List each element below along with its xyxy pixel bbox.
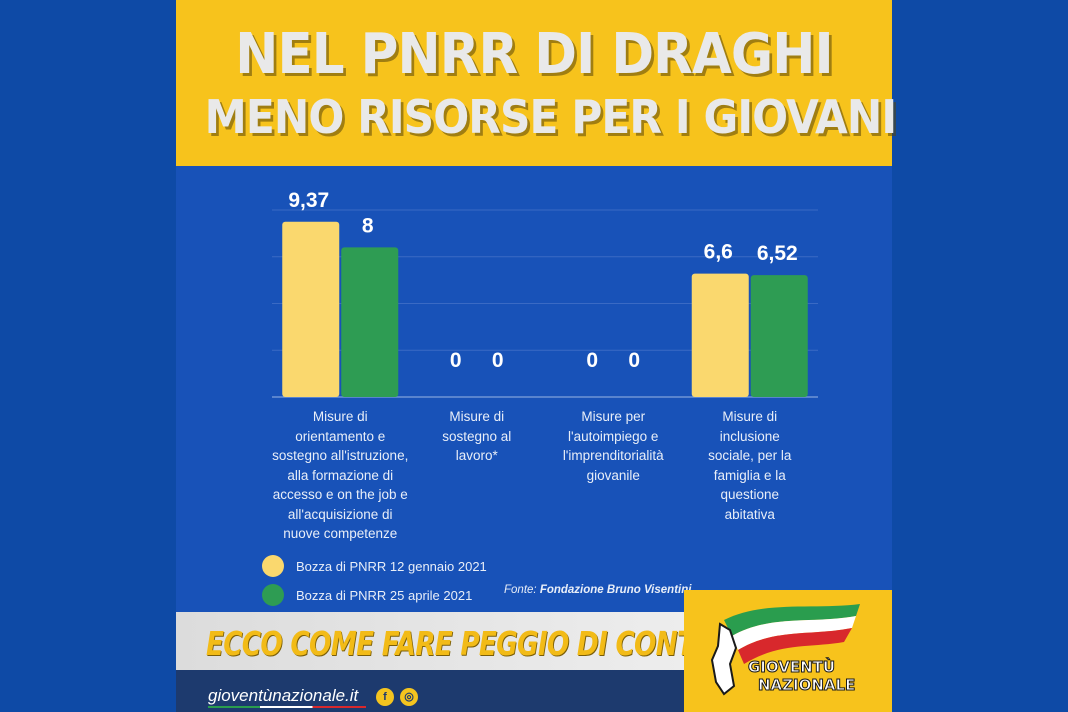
- bar-s0-c0: [282, 221, 340, 397]
- category-label-line: inclusione: [719, 428, 780, 444]
- category-label-line: l'imprenditorialità: [562, 448, 664, 463]
- value-label-s0-c1: 0: [450, 349, 462, 372]
- category-label-line: alla formazione di: [287, 467, 394, 483]
- title-banner: NEL PNRR DI DRAGHI MENO RISORSE PER I GI…: [176, 0, 898, 166]
- logo-emblem: [710, 604, 860, 696]
- category-label-line: l'autoimpiego e: [568, 428, 659, 444]
- category-label-line: sostegno all'istruzione,: [272, 448, 409, 463]
- logo-text-line1: GIOVENTÙ: [747, 658, 836, 677]
- value-label-s0-c0: 9,37: [288, 189, 329, 212]
- slogan: ECCO COME FARE PEGGIO DI CONTE: [206, 624, 712, 663]
- legend-swatch-aprile: [262, 584, 284, 606]
- source-name: Fondazione Bruno Visentini: [539, 584, 692, 596]
- value-label-s1-c3: 6,52: [757, 242, 798, 265]
- category-label-line: famiglia e la: [713, 467, 786, 483]
- value-label-s1-c1: 0: [492, 349, 504, 372]
- legend-label-gennaio: Bozza di PNRR 12 gennaio 2021: [296, 558, 487, 574]
- category-label-line: accesso e on the job e: [272, 487, 408, 502]
- category-label-line: orientamento e: [295, 428, 386, 444]
- category-label-line: lavoro*: [455, 448, 498, 463]
- source-prefix: Fonte:: [504, 584, 537, 596]
- category-label-line: sociale, per la: [708, 448, 792, 463]
- category-label-1: Misure di sostegno al lavoro*: [397, 407, 557, 466]
- legend-swatch-gennaio: [262, 555, 284, 577]
- category-label-line: sostegno al: [442, 428, 512, 444]
- tricolor-underline: [208, 706, 366, 708]
- category-label-line: Misure di: [722, 409, 778, 424]
- logo-box: [684, 590, 892, 712]
- source-note: Fonte: Fondazione Bruno Visentini: [504, 584, 691, 596]
- logo-text-line2: NAZIONALE: [757, 676, 856, 695]
- facebook-icon[interactable]: f: [376, 688, 394, 706]
- title-line-2: MENO RISORSE PER I GIOVANI: [204, 90, 898, 144]
- legend-label-aprile: Bozza di PNRR 25 aprile 2021: [296, 587, 473, 603]
- category-label-3: Misure di inclusione sociale, per la famigl…: [670, 407, 830, 524]
- category-label-0: Misure di orientamento e sostegno all'istr…: [260, 407, 420, 544]
- category-label-line: questione: [720, 487, 780, 502]
- category-label-line: giovanile: [586, 467, 640, 483]
- category-label-line: Misure per: [581, 409, 646, 424]
- title-line-1: NEL PNRR DI DRAGHI: [235, 22, 833, 87]
- value-label-s1-c2: 0: [628, 349, 640, 372]
- category-label-line: Misure di: [449, 409, 505, 424]
- category-label-2: Misure per l'autoimpiego e l'imprenditoria…: [533, 407, 693, 485]
- category-label-line: abitativa: [724, 506, 775, 522]
- legend-item-gennaio: Bozza di PNRR 12 gennaio 2021: [262, 554, 487, 578]
- bar-s0-c3: [691, 273, 749, 397]
- instagram-icon[interactable]: ◎: [400, 688, 418, 706]
- value-label-s0-c2: 0: [586, 349, 598, 372]
- website-link[interactable]: gioventùnazionale.it: [208, 686, 359, 705]
- legend-item-aprile: Bozza di PNRR 25 aprile 2021: [262, 583, 472, 607]
- bar-s1-c0: [341, 247, 399, 397]
- category-label-line: Misure di: [312, 409, 368, 424]
- category-label-line: all'acquisizione di: [287, 506, 393, 522]
- value-label-s1-c0: 8: [362, 214, 374, 237]
- value-label-s0-c3: 6,6: [704, 241, 733, 264]
- bar-s1-c3: [750, 275, 808, 397]
- category-label-line: nuove competenze: [283, 526, 398, 541]
